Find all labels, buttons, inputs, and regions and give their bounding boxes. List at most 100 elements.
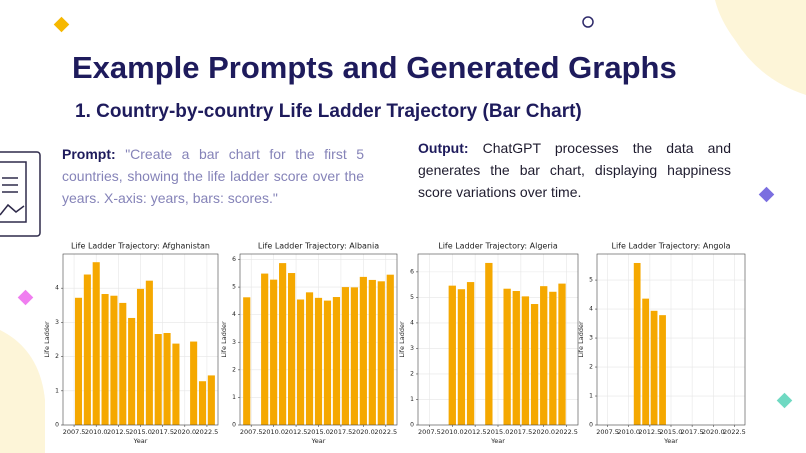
plot-frame: [62, 253, 219, 426]
plot-frame: [596, 253, 746, 426]
prompt-text: "Create a bar chart for the first 5 coun…: [62, 146, 365, 206]
x-axis-label: Year: [663, 437, 678, 445]
x-tick-label: 2010.0: [85, 428, 108, 436]
bar: [305, 292, 314, 425]
bar: [128, 317, 136, 425]
y-axis-label: Life Ladder: [398, 321, 406, 358]
y-tick-label: 5: [410, 294, 414, 301]
y-tick-label: 4: [55, 285, 59, 292]
y-tick-label: 4: [232, 311, 236, 318]
y-axis-label: Life Ladder: [220, 321, 228, 358]
y-tick-label: 1: [55, 387, 59, 394]
corner-shape: [715, 0, 806, 95]
bar: [558, 283, 566, 425]
corner-shape: [0, 330, 45, 453]
y-tick-label: 3: [589, 335, 593, 342]
bar: [386, 274, 394, 425]
diamond: [53, 16, 70, 33]
bar: [650, 310, 658, 425]
x-tick-label: 2017.5: [681, 428, 704, 436]
bar: [136, 288, 145, 425]
bar: [207, 375, 215, 425]
output: Output: ChatGPT processes the data and g…: [418, 137, 731, 203]
bar: [549, 291, 557, 425]
chart-title: Life Ladder Trajectory: Afghanistan: [71, 242, 210, 251]
x-axis-label: Year: [490, 437, 505, 445]
bar: [350, 287, 358, 425]
x-tick-label: 2022.5: [196, 428, 219, 436]
x-axis-label: Year: [311, 437, 326, 445]
bar: [198, 381, 207, 425]
bar: [521, 296, 530, 425]
x-tick-label: 2010.0: [262, 428, 285, 436]
y-tick-label: 4: [589, 306, 593, 313]
x-tick-label: 2022.5: [723, 428, 746, 436]
y-tick-label: 5: [589, 277, 593, 284]
bar: [270, 279, 278, 425]
slide-title: Example Prompts and Generated Graphs: [72, 50, 677, 85]
x-tick-label: 2020.0: [352, 428, 375, 436]
x-tick-label: 2017.5: [151, 428, 174, 436]
bar: [314, 297, 323, 425]
x-tick-label: 2007.5: [596, 428, 619, 436]
y-tick-label: 0: [232, 422, 236, 429]
y-tick-label: 4: [410, 319, 414, 326]
plot-frame: [417, 253, 579, 426]
y-tick-label: 6: [410, 268, 414, 275]
bar: [457, 289, 466, 425]
x-tick-label: 2020.0: [532, 428, 555, 436]
bar: [83, 274, 91, 425]
bar: [530, 304, 539, 425]
bar: [503, 288, 511, 425]
bar: [287, 273, 296, 425]
bar: [145, 280, 153, 425]
y-tick-label: 6: [232, 256, 236, 263]
prompt: Prompt: "Create a bar chart for the firs…: [62, 143, 364, 209]
x-tick-label: 2012.5: [285, 428, 308, 436]
x-tick-label: 2022.5: [555, 428, 578, 436]
x-tick-label: 2012.5: [464, 428, 487, 436]
x-tick-label: 2015.0: [660, 428, 683, 436]
x-tick-label: 2017.5: [330, 428, 353, 436]
bar: [368, 279, 376, 425]
bar: [633, 262, 641, 425]
y-tick-label: 0: [589, 422, 593, 429]
plot-frame: [239, 253, 398, 426]
bar: [119, 302, 127, 425]
bar: [341, 287, 350, 425]
x-tick-label: 2012.5: [638, 428, 661, 436]
x-tick-label: 2015.0: [129, 428, 152, 436]
output-text: ChatGPT processes the data and generates…: [418, 140, 731, 200]
bar: [540, 286, 548, 425]
bar: [466, 282, 475, 425]
bar: [172, 343, 180, 425]
diamond: [758, 186, 775, 203]
chart-title: Life Ladder Trajectory: Albania: [258, 242, 379, 251]
x-tick-label: 2012.5: [107, 428, 130, 436]
bar: [74, 297, 83, 425]
bar: [359, 276, 367, 425]
bar: [323, 300, 332, 425]
y-tick-label: 1: [410, 396, 414, 403]
bar: [485, 262, 493, 425]
x-tick-label: 2020.0: [702, 428, 725, 436]
x-tick-label: 2010.0: [441, 428, 464, 436]
y-tick-label: 5: [232, 284, 236, 291]
bar: [163, 333, 171, 425]
x-tick-label: 2020.0: [173, 428, 196, 436]
chart-title: Life Ladder Trajectory: Algeria: [438, 242, 558, 251]
output-label: Output:: [418, 140, 469, 156]
y-tick-label: 1: [232, 394, 236, 401]
bar: [377, 281, 385, 425]
x-axis-label: Year: [133, 437, 148, 445]
y-axis-label: Life Ladder: [43, 321, 51, 358]
y-tick-label: 3: [55, 319, 59, 326]
bar: [261, 273, 269, 425]
bar: [101, 294, 109, 425]
x-tick-label: 2015.0: [307, 428, 330, 436]
bar: [190, 341, 198, 425]
bar: [642, 298, 650, 425]
